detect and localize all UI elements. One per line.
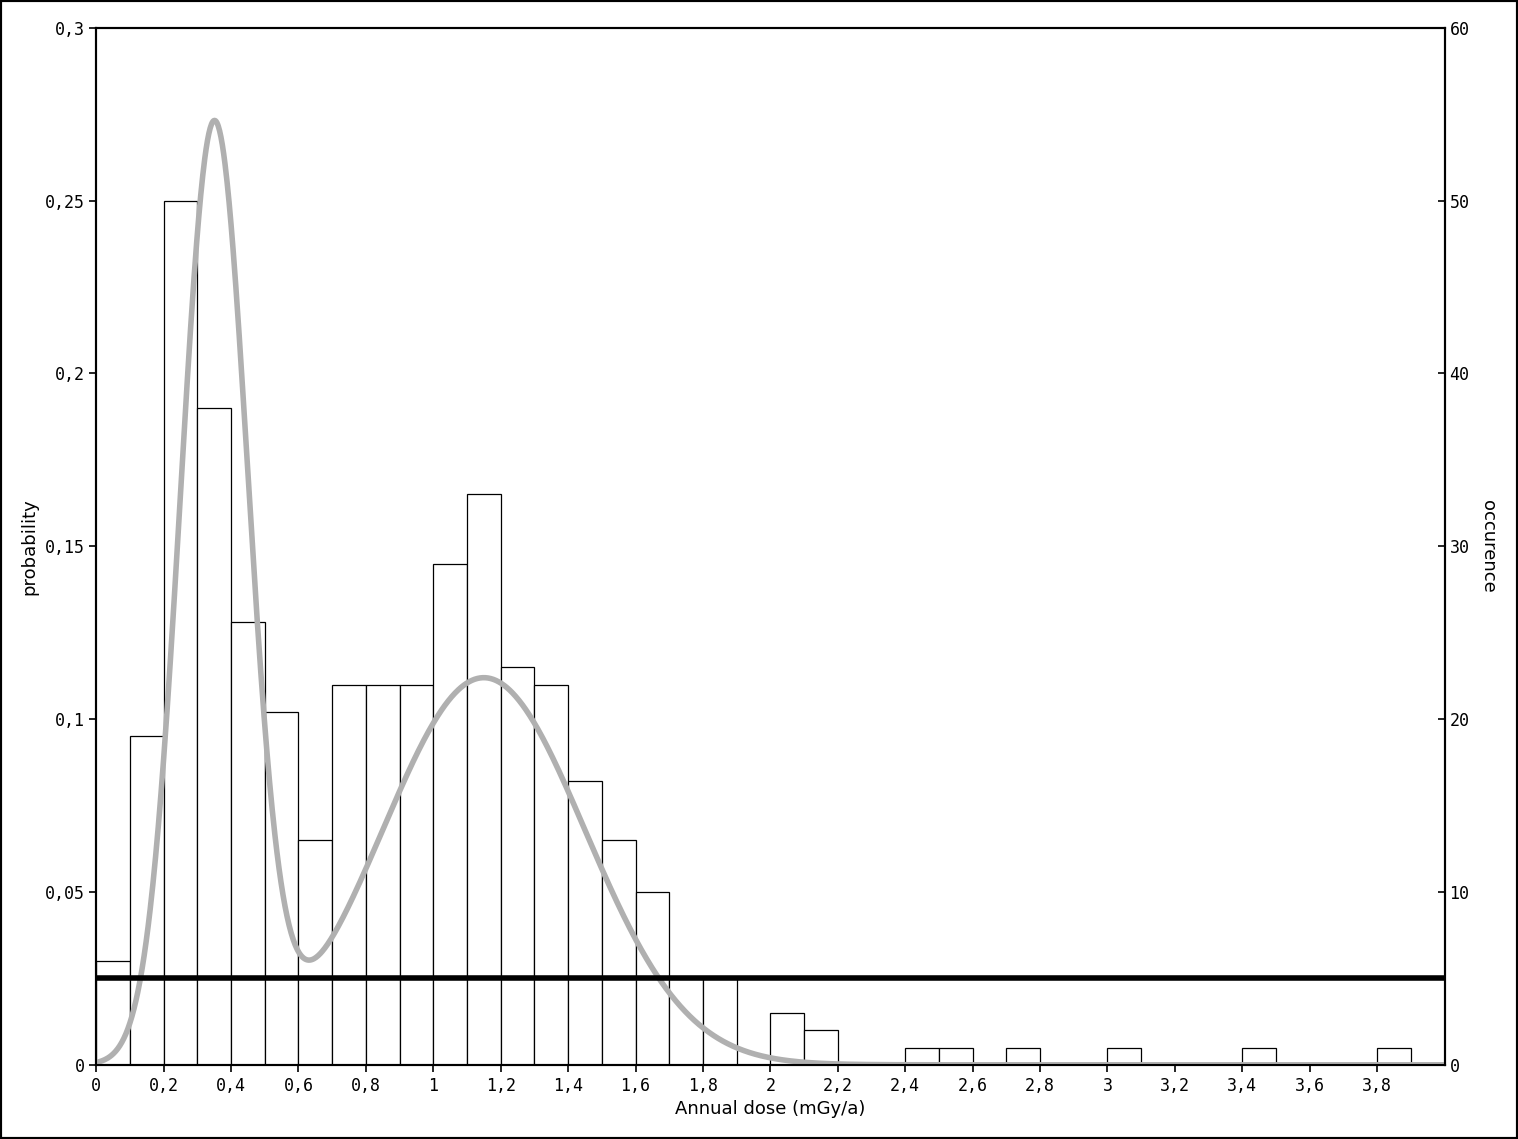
Bar: [501, 667, 534, 1065]
Bar: [1006, 1048, 1040, 1065]
Bar: [131, 737, 164, 1065]
Bar: [468, 494, 501, 1065]
Bar: [636, 892, 669, 1065]
X-axis label: Annual dose (mGy/a): Annual dose (mGy/a): [676, 1100, 865, 1118]
Bar: [568, 781, 601, 1065]
Bar: [805, 1031, 838, 1065]
Bar: [264, 712, 299, 1065]
Y-axis label: probability: probability: [21, 498, 39, 595]
Bar: [703, 978, 736, 1065]
Bar: [601, 841, 636, 1065]
Bar: [332, 685, 366, 1065]
Bar: [231, 622, 264, 1065]
Bar: [399, 685, 433, 1065]
Bar: [1242, 1048, 1277, 1065]
Bar: [433, 564, 468, 1065]
Bar: [534, 685, 568, 1065]
Y-axis label: occurence: occurence: [1479, 500, 1497, 592]
Bar: [905, 1048, 940, 1065]
Bar: [1108, 1048, 1142, 1065]
Bar: [299, 841, 332, 1065]
Bar: [1377, 1048, 1410, 1065]
Bar: [197, 408, 231, 1065]
Bar: [770, 1013, 805, 1065]
Bar: [96, 961, 131, 1065]
Bar: [669, 978, 703, 1065]
Bar: [366, 685, 399, 1065]
Bar: [940, 1048, 973, 1065]
Bar: [164, 200, 197, 1065]
